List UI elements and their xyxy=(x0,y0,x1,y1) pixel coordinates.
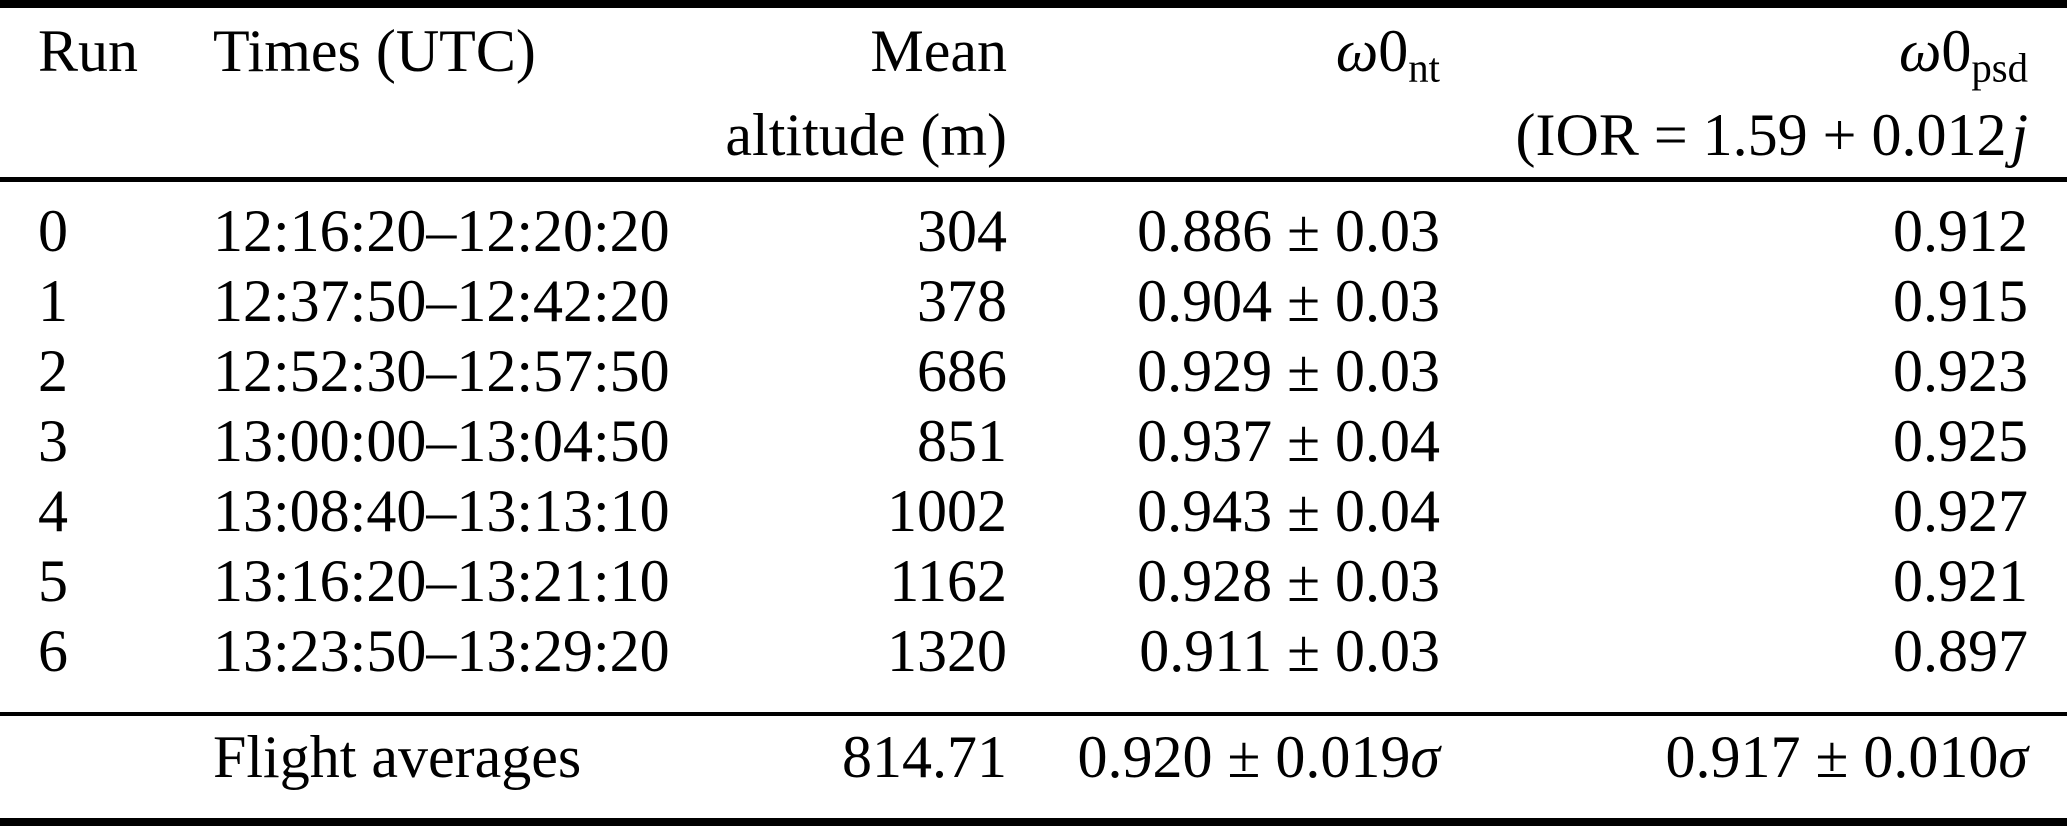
cell-run: 1 xyxy=(38,268,68,334)
omega-zero: 0 xyxy=(1941,18,1972,84)
cell-times: 13:16:20–13:21:10 xyxy=(213,548,670,614)
cell-run: 5 xyxy=(38,548,68,614)
ior-expression: (IOR = 1.59 + 0.012 xyxy=(1515,101,2007,168)
cell-omega-psd: 0.925 xyxy=(1893,408,2028,474)
table-row: 1 12:37:50–12:42:20 378 0.904 ± 0.03 0.9… xyxy=(0,266,2067,336)
imaginary-unit-j: j xyxy=(2011,101,2028,168)
footer-row: Flight averages 814.71 0.920 ± 0.019σ 0.… xyxy=(0,722,2067,792)
cell-omega-nt: 0.911 ± 0.03 xyxy=(1139,618,1440,684)
omega-subscript-psd: psd xyxy=(1971,45,2028,91)
cell-omega-psd: 0.915 xyxy=(1893,268,2028,334)
omega-subscript-nt: nt xyxy=(1408,45,1440,91)
cell-altitude: 1002 xyxy=(887,478,1007,544)
cell-run: 0 xyxy=(38,198,68,264)
cell-run: 6 xyxy=(38,618,68,684)
omega-zero: 0 xyxy=(1378,18,1409,84)
cell-omega-nt: 0.904 ± 0.03 xyxy=(1137,268,1440,334)
cell-times: 13:08:40–13:13:10 xyxy=(213,478,670,544)
table-top-rule xyxy=(0,0,2067,8)
cell-times: 12:16:20–12:20:20 xyxy=(213,198,670,264)
table-bottom-rule xyxy=(0,818,2067,826)
sigma-symbol: σ xyxy=(1998,724,2028,790)
cell-run: 2 xyxy=(38,338,68,404)
cell-altitude: 1162 xyxy=(889,548,1007,614)
cell-omega-nt: 0.943 ± 0.04 xyxy=(1137,478,1440,544)
cell-run: 3 xyxy=(38,408,68,474)
column-header-omega0-nt: ω0nt xyxy=(1007,18,1440,102)
column-header-times: Times (UTC) xyxy=(213,18,536,84)
cell-omega-psd: 0.923 xyxy=(1893,338,2028,404)
cell-altitude: 686 xyxy=(917,338,1007,404)
table-row: 4 13:08:40–13:13:10 1002 0.943 ± 0.04 0.… xyxy=(0,476,2067,546)
cell-omega-psd: 0.921 xyxy=(1893,548,2028,614)
column-header-ior-note: (IOR = 1.59 + 0.012j xyxy=(1440,102,2067,168)
sigma-symbol: σ xyxy=(1410,724,1440,790)
cell-omega-psd: 0.927 xyxy=(1893,478,2028,544)
cell-omega-nt: 0.928 ± 0.03 xyxy=(1137,548,1440,614)
header-separator-rule xyxy=(0,177,2067,182)
cell-omega-nt: 0.886 ± 0.03 xyxy=(1137,198,1440,264)
footer-omega-nt-average: 0.920 ± 0.019σ xyxy=(1007,722,1440,792)
footer-omega-psd-average: 0.917 ± 0.010σ xyxy=(1440,722,2067,792)
omega-symbol: ω xyxy=(1898,18,1942,84)
column-header-mean: Mean xyxy=(870,18,1007,84)
cell-times: 12:37:50–12:42:20 xyxy=(213,268,670,334)
average-value: 0.920 ± 0.019 xyxy=(1077,724,1411,790)
column-header-run: Run xyxy=(38,18,139,84)
cell-altitude: 378 xyxy=(917,268,1007,334)
cell-omega-psd: 0.897 xyxy=(1893,618,2028,684)
omega-symbol: ω xyxy=(1335,18,1379,84)
cell-altitude: 304 xyxy=(917,198,1007,264)
cell-times: 13:23:50–13:29:20 xyxy=(213,618,670,684)
cell-altitude: 851 xyxy=(917,408,1007,474)
column-header-omega0-psd: ω0psd xyxy=(1440,18,2067,102)
footer-separator-rule xyxy=(0,712,2067,716)
average-value: 0.917 ± 0.010 xyxy=(1665,724,1999,790)
cell-times: 13:00:00–13:04:50 xyxy=(213,408,670,474)
footer-altitude-average: 814.71 xyxy=(842,724,1007,790)
header-line-2: altitude (m) (IOR = 1.59 + 0.012j xyxy=(0,102,2067,168)
table-footer: Flight averages 814.71 0.920 ± 0.019σ 0.… xyxy=(0,716,2067,818)
header-line-1: Run Times (UTC) Mean ω0nt ω0psd xyxy=(0,18,2067,102)
cell-omega-nt: 0.929 ± 0.03 xyxy=(1137,338,1440,404)
table-row: 5 13:16:20–13:21:10 1162 0.928 ± 0.03 0.… xyxy=(0,546,2067,616)
cell-times: 12:52:30–12:57:50 xyxy=(213,338,670,404)
table-row: 2 12:52:30–12:57:50 686 0.929 ± 0.03 0.9… xyxy=(0,336,2067,406)
footer-label: Flight averages xyxy=(213,724,582,790)
table-row: 3 13:00:00–13:04:50 851 0.937 ± 0.04 0.9… xyxy=(0,406,2067,476)
table-row: 0 12:16:20–12:20:20 304 0.886 ± 0.03 0.9… xyxy=(0,196,2067,266)
column-header-altitude-units: altitude (m) xyxy=(725,101,1007,168)
cell-omega-nt: 0.937 ± 0.04 xyxy=(1137,408,1440,474)
cell-omega-psd: 0.912 xyxy=(1893,198,2028,264)
cell-altitude: 1320 xyxy=(887,618,1007,684)
table-header: Run Times (UTC) Mean ω0nt ω0psd altitude… xyxy=(0,8,2067,177)
table-row: 6 13:23:50–13:29:20 1320 0.911 ± 0.03 0.… xyxy=(0,616,2067,686)
table-body: 0 12:16:20–12:20:20 304 0.886 ± 0.03 0.9… xyxy=(0,182,2067,712)
cell-run: 4 xyxy=(38,478,68,544)
